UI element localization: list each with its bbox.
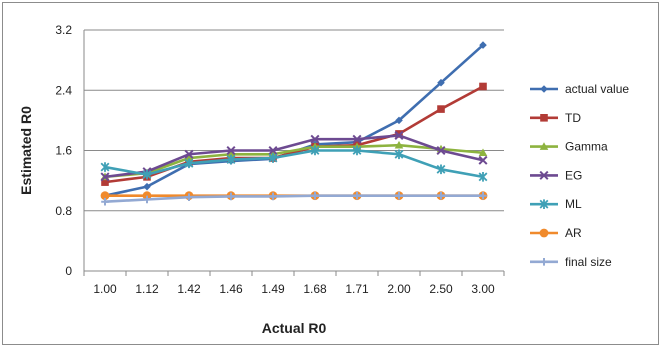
data-point	[185, 193, 193, 201]
series-line	[104, 143, 484, 179]
data-point	[310, 145, 320, 156]
data-point	[226, 154, 236, 165]
data-point	[142, 169, 152, 180]
grid-lines	[84, 29, 504, 212]
series-line	[104, 44, 484, 197]
data-point	[395, 130, 403, 138]
data-point	[268, 153, 278, 163]
data-point	[101, 197, 109, 206]
data-point	[184, 158, 194, 169]
legend-marker	[539, 170, 549, 180]
legend-label: actual value	[565, 82, 629, 96]
legend-item: EG	[530, 168, 582, 182]
series-ml	[100, 145, 488, 182]
data-point	[227, 192, 235, 201]
legend-marker	[539, 142, 549, 150]
y-tick-label: 0	[65, 264, 72, 278]
series-line	[104, 149, 484, 179]
x-axis-title: Actual R0	[262, 320, 327, 336]
series-line	[104, 194, 483, 204]
data-point	[395, 116, 403, 125]
data-point	[310, 134, 320, 144]
data-point	[437, 105, 445, 113]
data-point	[394, 130, 404, 140]
data-point	[269, 192, 277, 201]
x-tick-label: 1.68	[303, 282, 327, 296]
series-final-size	[101, 191, 487, 206]
data-point	[226, 145, 236, 156]
x-tick-label: 1.46	[219, 282, 243, 296]
legend-marker	[540, 258, 548, 266]
x-tick-label: 1.12	[135, 282, 159, 296]
data-point	[394, 149, 404, 160]
legend-marker	[539, 228, 549, 238]
legend-marker	[540, 114, 548, 122]
y-tick-label: 3.2	[55, 23, 72, 37]
data-point	[100, 162, 110, 172]
data-point	[395, 191, 403, 200]
legend-item: AR	[530, 226, 582, 240]
series-actual-value	[101, 41, 487, 200]
series-line	[104, 134, 484, 179]
legend-label: AR	[565, 226, 582, 240]
data-point	[268, 145, 278, 156]
x-tick-labels: 1.00 1.12 1.42 1.46 1.49 1.68 1.71 2.00 2.50 3.00	[93, 282, 495, 296]
legend-item: actual value	[530, 82, 629, 96]
data-point	[479, 41, 487, 49]
legend-item: Gamma	[530, 140, 608, 154]
y-axis-title: Estimated R0	[18, 106, 34, 195]
x-tick-label: 1.71	[345, 282, 369, 296]
data-point	[101, 178, 109, 186]
legend-label: final size	[565, 255, 612, 269]
data-point	[479, 82, 487, 91]
legend: actual value TD Gamma EG ML AR final size	[530, 82, 629, 269]
data-point	[436, 145, 446, 156]
data-point	[100, 172, 110, 182]
x-tick-label: 2.50	[429, 282, 453, 296]
x-tick-label: 2.00	[387, 282, 411, 296]
series-eg	[100, 130, 488, 182]
data-point	[478, 155, 488, 165]
data-point	[352, 134, 362, 144]
legend-label: Gamma	[565, 140, 608, 154]
legend-label: TD	[565, 111, 581, 125]
legend-label: EG	[565, 168, 582, 182]
legend-marker	[540, 85, 548, 93]
legend-item: TD	[530, 111, 581, 125]
data-point	[353, 191, 361, 200]
data-point	[394, 140, 404, 149]
x-tick-label: 1.42	[177, 282, 201, 296]
data-point	[226, 149, 236, 158]
series-lines	[100, 41, 488, 206]
data-point	[184, 153, 194, 162]
data-point	[478, 148, 488, 157]
legend-label: ML	[565, 197, 582, 211]
x-tick-label: 3.00	[471, 282, 495, 296]
data-point	[143, 195, 151, 204]
data-point	[479, 191, 487, 200]
legend-marker	[539, 199, 549, 209]
data-point	[184, 149, 194, 159]
data-point	[437, 78, 445, 87]
y-tick-label: 1.6	[55, 144, 72, 158]
x-tick-label: 1.00	[93, 282, 117, 296]
data-point	[311, 191, 319, 200]
y-tick-label: 2.4	[55, 83, 72, 97]
legend-item: ML	[530, 197, 582, 211]
line-chart: 00.81.62.43.2 1.00 1.12 1.42 1.46 1.49 1.68 1.…	[18, 23, 629, 336]
data-point	[437, 191, 445, 200]
data-point	[436, 164, 446, 175]
data-point	[100, 191, 110, 201]
y-tick-label: 0.8	[55, 204, 72, 218]
data-point	[352, 145, 362, 156]
data-point	[478, 172, 488, 182]
legend-item: final size	[530, 255, 612, 269]
y-tick-labels: 0 0.8 1.6 2.4 3.2	[55, 23, 72, 278]
data-point	[143, 182, 151, 191]
axes	[83, 30, 505, 276]
x-tick-label: 1.49	[261, 282, 285, 296]
